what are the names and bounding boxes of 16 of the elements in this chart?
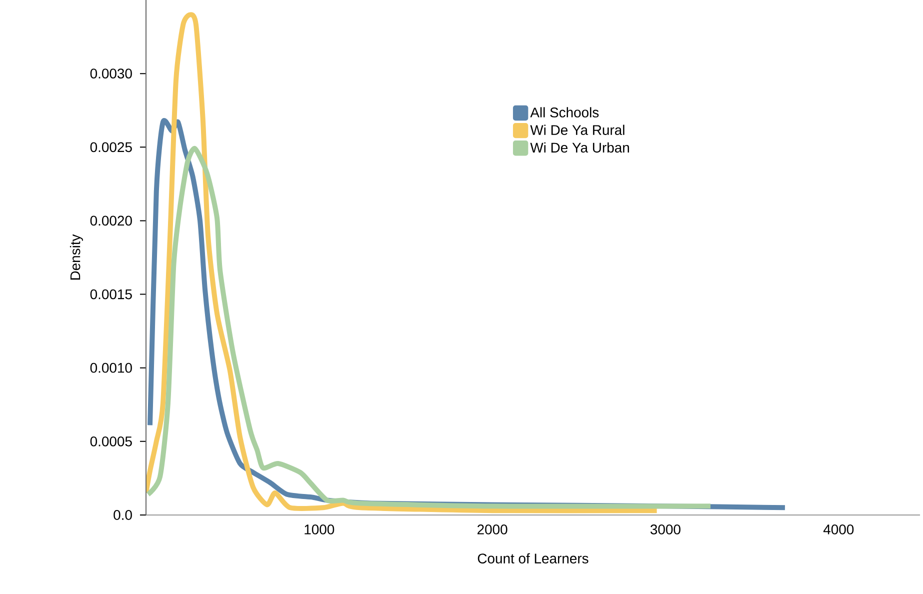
y-tick-label: 0.0030 <box>90 68 132 79</box>
legend-label: All Schools <box>530 107 599 118</box>
y-tick-label: 0.0025 <box>90 142 132 152</box>
y-tick-label: 0.0005 <box>90 436 132 446</box>
y-tick-label: 0.0020 <box>90 216 132 226</box>
x-tick-label: 2000 <box>478 524 508 534</box>
y-tick-label: 0.0 <box>114 510 132 520</box>
x-axis-title: Count of Learners <box>478 553 588 564</box>
y-tick-label: 0.0010 <box>90 362 132 373</box>
y-tick-label: 0.0015 <box>90 289 132 300</box>
y-axis-title: Density <box>70 234 83 280</box>
x-tick-label: 3000 <box>650 524 680 534</box>
x-tick-label: 1000 <box>304 524 334 534</box>
legend-label: Wi De Ya Urban <box>530 142 629 153</box>
x-tick-label: 4000 <box>823 524 854 534</box>
legend-label: Wi De Ya Rural <box>530 124 624 136</box>
